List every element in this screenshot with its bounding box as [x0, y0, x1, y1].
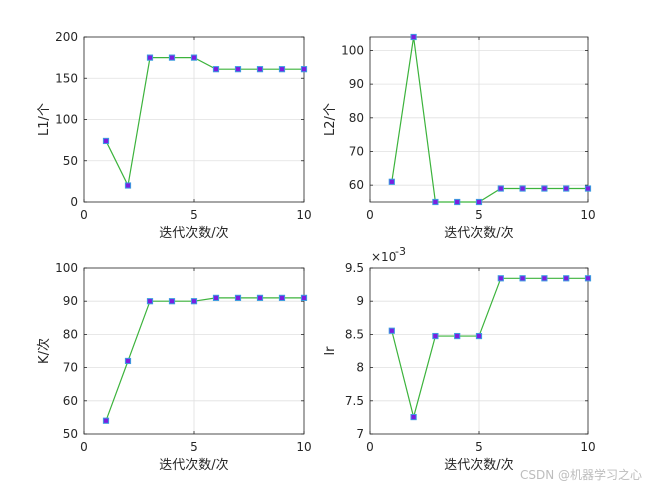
x-axis-label: 迭代次数/次 — [444, 457, 513, 473]
data-point — [410, 413, 417, 421]
y-tick-label: 90 — [349, 77, 364, 91]
y-axis-label: K/次 — [36, 338, 52, 364]
y-tick-label: 90 — [63, 294, 78, 308]
data-point — [234, 66, 242, 73]
x-tick-label: 5 — [475, 440, 483, 454]
axis-multiplier: ×10 — [371, 250, 396, 264]
data-point — [146, 298, 154, 305]
axis-multiplier-exponent: -3 — [395, 245, 406, 258]
y-axis-label: L1/个 — [37, 103, 52, 136]
y-tick-label: 0 — [70, 195, 78, 209]
x-tick-label: 10 — [296, 208, 311, 222]
series-line — [105, 57, 304, 188]
data-point — [212, 294, 220, 301]
y-tick-label: 50 — [63, 427, 78, 441]
data-point — [300, 66, 308, 73]
data-point — [475, 198, 483, 206]
y-tick-label: 80 — [63, 327, 78, 341]
subplot-k: 0 5 10 50 60 70 80 90 100 迭代次数/次 K/次 — [36, 261, 312, 473]
data-point — [519, 185, 526, 192]
data-point — [563, 185, 570, 192]
data-point — [124, 357, 132, 365]
data-point — [168, 54, 176, 61]
x-tick-label: 5 — [475, 208, 483, 222]
y-tick-label: 100 — [341, 43, 364, 57]
y-tick-label: 150 — [55, 71, 78, 85]
y-tick-label: 200 — [55, 30, 78, 44]
y-axis-label: L2/个 — [323, 103, 338, 136]
data-point — [541, 275, 548, 282]
y-tick-label: 100 — [55, 261, 78, 275]
data-point — [278, 294, 286, 301]
data-point — [124, 182, 132, 189]
y-tick-label: 7.5 — [345, 394, 364, 408]
x-tick-label: 10 — [580, 208, 595, 222]
x-tick-label: 10 — [296, 440, 311, 454]
series-line — [391, 277, 588, 420]
data-point — [300, 294, 308, 301]
watermark: CSDN @机器学习之心 — [520, 467, 642, 482]
y-tick-label: 60 — [349, 178, 364, 192]
data-point — [563, 275, 570, 282]
y-tick-label: 50 — [63, 154, 78, 168]
data-point — [454, 332, 461, 340]
data-point — [388, 327, 395, 334]
data-point — [519, 275, 526, 282]
x-tick-label: 10 — [580, 440, 595, 454]
data-point — [256, 66, 264, 73]
y-tick-label: 7 — [356, 427, 364, 441]
x-axis-label: 迭代次数/次 — [444, 225, 513, 241]
data-point — [190, 298, 198, 305]
data-point — [168, 298, 176, 305]
x-tick-label: 5 — [190, 440, 198, 454]
x-tick-label: 0 — [80, 440, 88, 454]
x-axis-label: 迭代次数/次 — [159, 457, 228, 473]
y-axis-label: lr — [323, 346, 338, 356]
series-line — [105, 297, 304, 421]
series-line — [391, 36, 588, 203]
data-point — [102, 137, 110, 145]
data-point — [497, 275, 504, 282]
subplot-l2: 0 5 10 60 70 80 90 100 迭代次数/次 L2/个 — [323, 33, 596, 241]
data-point — [256, 294, 264, 301]
x-axis-label: 迭代次数/次 — [159, 225, 228, 241]
x-tick-label: 0 — [80, 208, 88, 222]
y-tick-label: 70 — [63, 361, 78, 375]
y-tick-label: 9 — [356, 294, 364, 308]
data-point — [212, 66, 220, 73]
y-tick-label: 60 — [63, 394, 78, 408]
data-point — [190, 54, 198, 61]
y-tick-label: 8.5 — [345, 327, 364, 341]
y-tick-label: 70 — [349, 144, 364, 158]
data-point — [454, 198, 461, 206]
data-point — [497, 185, 504, 192]
data-point — [146, 54, 154, 61]
data-point — [475, 332, 483, 340]
y-tick-label: 8 — [356, 361, 364, 375]
y-tick-label: 80 — [349, 111, 364, 125]
subplot-lr: 0 5 10 7 7.5 8 8.5 9 9.5 ×10-3 迭代次数/次 lr — [323, 245, 596, 473]
data-point — [388, 178, 395, 185]
y-tick-label: 9.5 — [345, 261, 364, 275]
data-point — [541, 185, 548, 192]
data-point — [102, 417, 110, 424]
x-tick-label: 0 — [366, 208, 374, 222]
y-tick-label: 100 — [55, 113, 78, 127]
data-point — [584, 185, 592, 192]
data-point — [432, 198, 439, 206]
x-tick-label: 0 — [366, 440, 374, 454]
data-point — [584, 275, 592, 282]
x-tick-label: 5 — [190, 208, 198, 222]
data-point — [278, 66, 286, 73]
data-point — [432, 332, 439, 340]
data-point — [410, 33, 417, 41]
data-point — [234, 294, 242, 301]
